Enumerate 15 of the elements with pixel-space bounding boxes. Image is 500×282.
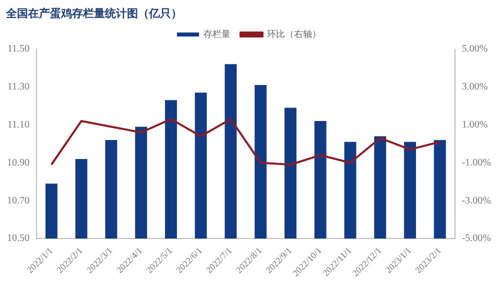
y-tick-label: 10.50 bbox=[7, 233, 30, 244]
chart-title: 全国在产蛋鸡存栏量统计图（亿只） bbox=[6, 6, 182, 21]
y2-tick-label: 5.00% bbox=[462, 44, 488, 55]
y-tick-label: 11.30 bbox=[7, 82, 30, 93]
legend-label: 存栏量 bbox=[204, 28, 230, 39]
y2-tick-label: 1.00% bbox=[462, 119, 488, 130]
y-tick-label: 11.50 bbox=[7, 44, 30, 55]
y-tick-label: 11.10 bbox=[7, 119, 30, 130]
y2-tick-label: -1.00% bbox=[462, 157, 492, 168]
y2-tick-label: -5.00% bbox=[462, 233, 492, 244]
y-tick-label: 10.90 bbox=[7, 157, 30, 168]
legend-label: 环比（右轴） bbox=[267, 28, 321, 39]
y2-tick-label: -3.00% bbox=[462, 195, 492, 206]
y2-tick-label: 3.00% bbox=[462, 82, 488, 93]
y-tick-label: 10.70 bbox=[7, 195, 30, 206]
